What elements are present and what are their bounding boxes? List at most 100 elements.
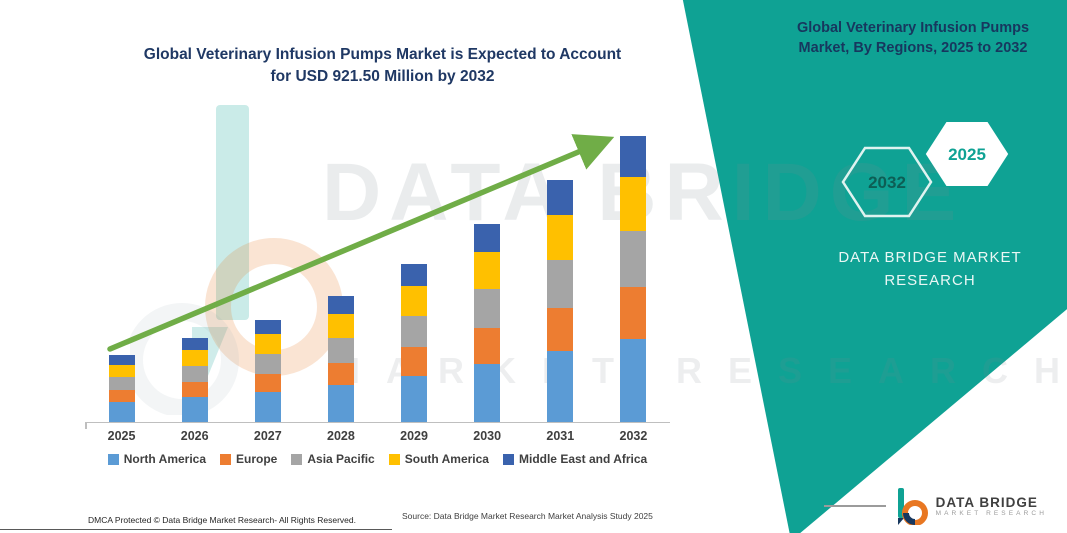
bar-column-2025	[85, 355, 158, 422]
bar-column-2028	[304, 296, 377, 422]
bar-segment-europe	[620, 287, 647, 339]
bar-segment-asia-pacific	[474, 289, 501, 329]
legend-item: North America	[107, 452, 207, 466]
page-title-line2: for USD 921.50 Million by 2032	[270, 68, 495, 86]
bar-segment-north-america	[620, 338, 647, 422]
x-tick-label: 2027	[253, 429, 282, 443]
page-title-line1: Global Veterinary Infusion Pumps Market …	[143, 46, 622, 63]
stacked-bar-2025	[108, 355, 135, 422]
side-panel-brand-line2: RESEARCH	[884, 272, 976, 290]
bar-segment-middle-east-and-africa	[108, 355, 135, 365]
bar-segment-europe	[474, 328, 501, 364]
bars-row	[85, 112, 670, 423]
bar-segment-south-america	[547, 214, 574, 261]
dmca-notice: DMCA Protected © Data Bridge Market Rese…	[88, 515, 356, 525]
bar-segment-middle-east-and-africa	[547, 180, 574, 215]
side-panel-brand: DATA BRIDGE MARKET RESEARCH	[790, 246, 1067, 293]
legend-swatch	[291, 453, 303, 465]
bar-segment-middle-east-and-africa	[327, 296, 354, 315]
legend-label: Europe	[236, 452, 278, 466]
page-title: Global Veterinary Infusion Pumps Market …	[95, 44, 670, 89]
bar-segment-middle-east-and-africa	[401, 263, 428, 287]
x-tick-label: 2029	[400, 429, 428, 443]
bar-segment-south-america	[108, 364, 135, 378]
bar-segment-south-america	[620, 177, 647, 232]
data-bridge-logo-icon	[897, 488, 928, 525]
bar-segment-south-america	[181, 350, 208, 366]
bar-segment-asia-pacific	[254, 353, 281, 374]
bar-column-2029	[378, 263, 451, 422]
bar-column-2030	[451, 223, 524, 422]
side-panel-brand-line1: DATA BRIDGE MARKET	[838, 249, 1022, 266]
legend-item: Middle East and Africa	[502, 452, 648, 466]
hexagon-badges: 2032 2025	[841, 122, 1009, 218]
bar-segment-south-america	[327, 314, 354, 338]
bar-segment-middle-east-and-africa	[181, 338, 208, 351]
footer-brand-tagline: MARKET RESEARCH	[935, 510, 1047, 518]
bar-segment-europe	[547, 307, 574, 352]
legend: North America Europe Asia Pacific South Ame…	[85, 452, 670, 466]
hexagon-2032-label: 2032	[868, 173, 906, 192]
bar-segment-europe	[108, 390, 135, 402]
stacked-bar-2027	[254, 319, 281, 422]
footer-brand-rule	[823, 505, 886, 507]
bar-segment-north-america	[181, 397, 208, 422]
bar-column-2032	[597, 136, 670, 422]
legend-swatch	[220, 453, 232, 465]
bar-segment-north-america	[474, 363, 501, 422]
legend-label: Asia Pacific	[307, 452, 375, 466]
bar-column-2031	[524, 180, 597, 422]
bar-segment-asia-pacific	[620, 231, 647, 288]
footer-brand-name: DATA BRIDGE	[935, 494, 1038, 510]
bar-segment-asia-pacific	[181, 365, 208, 383]
bar-segment-europe	[181, 382, 208, 398]
footer-brand: DATA BRIDGE MARKET RESEARCH	[823, 487, 1047, 525]
legend-swatch	[502, 453, 514, 465]
legend-swatch	[388, 453, 400, 465]
hexagon-2025-label: 2025	[948, 145, 986, 164]
bar-segment-asia-pacific	[327, 337, 354, 363]
axis-tick	[85, 422, 87, 429]
stacked-bar-2028	[327, 296, 354, 422]
hexagon-2032	[841, 146, 933, 218]
legend-item: Asia Pacific	[291, 452, 375, 466]
bar-segment-south-america	[401, 286, 428, 316]
bar-segment-asia-pacific	[401, 316, 428, 347]
bar-segment-europe	[254, 373, 281, 392]
bar-segment-asia-pacific	[547, 260, 574, 308]
stacked-bar-2029	[401, 263, 428, 422]
legend-swatch	[107, 453, 119, 465]
stacked-bar-2030	[474, 223, 501, 422]
stacked-bar-2032	[620, 136, 647, 422]
x-tick-label: 2032	[619, 429, 648, 443]
bar-column-2026	[158, 338, 231, 422]
bar-segment-north-america	[254, 391, 281, 422]
x-tick-label: 2028	[327, 429, 355, 443]
bar-segment-south-america	[254, 334, 281, 354]
bar-segment-middle-east-and-africa	[474, 223, 501, 252]
stacked-bar-2026	[181, 338, 208, 422]
bar-segment-europe	[401, 347, 428, 376]
x-tick-label: 2030	[473, 429, 502, 443]
legend-label: Middle East and Africa	[518, 452, 648, 466]
x-tick-label: 2031	[546, 429, 575, 443]
source-note: Source: Data Bridge Market Research Mark…	[402, 511, 653, 521]
stacked-bar-chart: 2025 2026 2027 2028 2029 2030 2031 2032 North A…	[85, 112, 670, 466]
bar-segment-europe	[327, 362, 354, 385]
legend-item: Europe	[220, 452, 277, 466]
footer-divider	[0, 529, 392, 530]
legend-label: North America	[123, 452, 207, 466]
bar-segment-north-america	[327, 384, 354, 422]
bar-segment-north-america	[401, 375, 428, 422]
stacked-bar-2031	[547, 180, 574, 422]
bar-segment-middle-east-and-africa	[620, 136, 647, 178]
bar-column-2027	[231, 319, 304, 422]
bar-segment-middle-east-and-africa	[254, 319, 281, 335]
bar-segment-north-america	[547, 351, 574, 422]
legend-item: South America	[388, 452, 489, 466]
x-tick-label: 2025	[107, 429, 136, 443]
bar-segment-asia-pacific	[108, 377, 135, 391]
side-panel-title: Global Veterinary Infusion Pumps Market,…	[796, 20, 1030, 57]
bar-segment-north-america	[108, 401, 135, 422]
